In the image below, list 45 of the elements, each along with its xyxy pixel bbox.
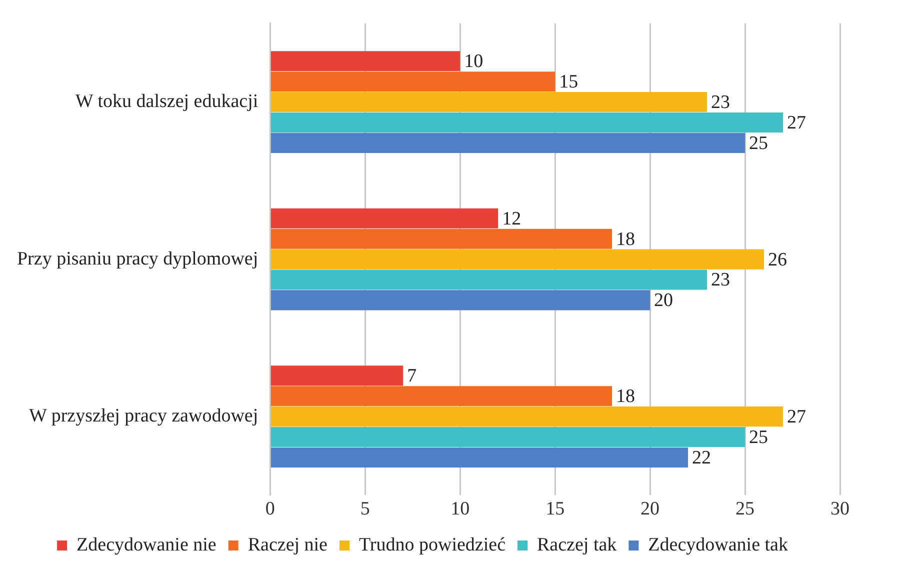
legend-label: Raczej tak bbox=[537, 534, 618, 556]
data-label: 25 bbox=[749, 426, 768, 448]
bar bbox=[270, 51, 460, 72]
bar bbox=[270, 447, 688, 468]
x-tick-label: 20 bbox=[640, 498, 660, 520]
bar bbox=[270, 270, 708, 290]
bar bbox=[270, 249, 764, 270]
bar bbox=[270, 386, 612, 406]
data-label: 22 bbox=[692, 447, 712, 468]
data-label: 23 bbox=[711, 270, 730, 291]
legend-label: Raczej nie bbox=[248, 534, 328, 556]
data-label: 15 bbox=[559, 72, 578, 93]
legend-label: Zdecydowanie tak bbox=[648, 534, 788, 556]
bar bbox=[270, 208, 498, 228]
bar bbox=[270, 406, 784, 427]
data-label: 18 bbox=[616, 228, 636, 250]
data-label: 12 bbox=[502, 208, 522, 230]
bar bbox=[270, 132, 746, 153]
bar bbox=[270, 426, 746, 448]
data-label: 10 bbox=[464, 51, 484, 72]
bar bbox=[270, 72, 556, 92]
legend-label: Zdecydowanie nie bbox=[76, 534, 216, 556]
bar bbox=[270, 366, 404, 386]
x-tick-label: 10 bbox=[450, 498, 470, 520]
legend-label: Trudno powiedzieć bbox=[358, 534, 506, 556]
y-tick-label: W przyszłej pracy zawodowej bbox=[29, 406, 258, 427]
x-tick-label: 15 bbox=[546, 498, 565, 520]
bar bbox=[270, 92, 708, 112]
data-label: 25 bbox=[749, 132, 768, 154]
x-tick-label: 30 bbox=[830, 498, 850, 520]
data-label: 23 bbox=[711, 92, 730, 114]
data-label: 18 bbox=[616, 386, 636, 408]
x-tick-label: 5 bbox=[360, 498, 370, 520]
x-tick-label: 25 bbox=[736, 498, 755, 520]
data-label: 27 bbox=[787, 406, 806, 428]
data-label: 7 bbox=[407, 366, 417, 387]
bar bbox=[270, 228, 612, 249]
bar bbox=[270, 112, 784, 132]
data-label: 20 bbox=[654, 290, 674, 312]
data-label: 27 bbox=[787, 112, 806, 134]
data-label: 26 bbox=[768, 249, 788, 270]
x-tick-label: 0 bbox=[265, 498, 275, 520]
bar bbox=[270, 290, 650, 310]
y-tick-label: Przy pisaniu pracy dyplomowej bbox=[16, 248, 258, 270]
y-tick-label: W toku dalszej edukacji bbox=[75, 91, 258, 112]
